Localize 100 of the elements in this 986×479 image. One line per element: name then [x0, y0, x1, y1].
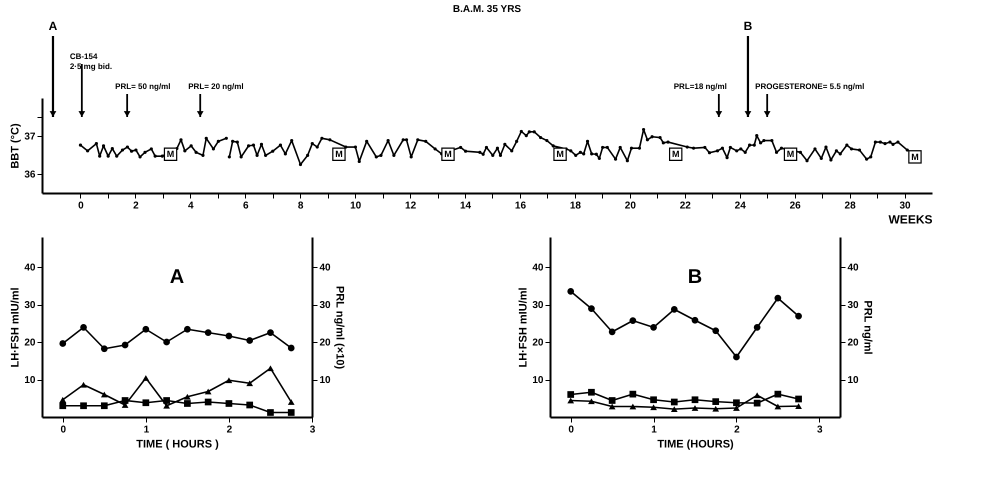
x-axis-title: TIME ( HOURS )	[136, 438, 220, 450]
chart-title: B.A.M. 35 YRS	[452, 4, 522, 15]
point	[100, 402, 108, 410]
y-tick-label: 30	[532, 300, 544, 311]
x-tick-label: 1	[651, 424, 658, 436]
point	[650, 404, 657, 410]
x-tick-label: 0	[60, 424, 66, 436]
point	[712, 327, 720, 334]
point	[608, 397, 616, 404]
x-tick-label: 10	[350, 200, 362, 212]
point	[163, 397, 170, 404]
x-tick-label: 0	[568, 424, 574, 436]
point	[100, 392, 108, 398]
point	[226, 400, 232, 407]
y2-tick-label: 20	[848, 338, 860, 348]
y-tick-label: 30	[24, 300, 36, 311]
x-tick-label: 3	[310, 424, 316, 436]
point	[567, 398, 574, 404]
point	[754, 400, 760, 406]
point	[267, 329, 274, 336]
point	[692, 396, 698, 404]
x-tick-label: 0	[78, 200, 84, 212]
x-tick-label: 8	[298, 200, 304, 212]
annotation: M	[672, 149, 680, 160]
point	[80, 402, 87, 410]
point	[184, 326, 191, 333]
point	[754, 324, 760, 331]
point	[142, 375, 150, 381]
x-tick-label: 16	[514, 200, 526, 212]
y-tick-label: 10	[24, 375, 36, 386]
point	[692, 316, 698, 324]
annotation: M	[556, 149, 564, 160]
point	[246, 337, 254, 344]
point	[588, 398, 595, 404]
point	[288, 409, 295, 416]
point	[650, 324, 657, 331]
y2-tick-label: 20	[320, 338, 332, 348]
x-tick-label: 22	[680, 200, 692, 212]
point	[142, 399, 150, 406]
y2-tick-label: 40	[320, 262, 332, 274]
y-tick-label: 20	[24, 338, 36, 348]
point	[204, 388, 212, 394]
point	[246, 402, 254, 408]
point	[122, 397, 128, 404]
point	[733, 399, 740, 406]
y2-axis-title: PRL ng/ml	[862, 300, 874, 355]
point	[59, 340, 66, 347]
point	[267, 409, 274, 416]
point	[630, 390, 636, 398]
point	[733, 354, 740, 360]
y-axis-title: LH·FSH mIU/ml	[517, 287, 530, 368]
point	[733, 405, 740, 411]
point	[795, 312, 802, 320]
point	[267, 365, 274, 372]
y-tick-label: 20	[532, 338, 544, 348]
x-axis-title: WEEKS	[888, 212, 932, 226]
point	[670, 306, 678, 313]
ref-line-label: A	[48, 19, 58, 33]
point	[608, 328, 616, 336]
annotation: M	[786, 149, 794, 160]
annotation: M	[444, 149, 452, 160]
point	[567, 288, 574, 295]
point	[712, 398, 720, 405]
point	[795, 403, 802, 410]
point	[567, 391, 574, 398]
point	[163, 402, 170, 409]
point	[184, 400, 191, 407]
y2-tick-label: 10	[320, 375, 332, 386]
x-tick-label: 2	[133, 200, 140, 212]
x-tick-label: 30	[899, 200, 912, 212]
point	[226, 377, 232, 384]
point	[246, 380, 254, 386]
x-tick-label: 1	[144, 424, 150, 436]
annotation: M	[335, 149, 343, 160]
point	[795, 396, 802, 402]
ref-line-label: CB-154 2·5 mg bid.	[70, 52, 112, 71]
x-tick-label: 12	[405, 200, 417, 212]
point	[226, 332, 232, 340]
point	[630, 317, 636, 324]
point	[650, 396, 657, 404]
y-axis-title: BBT (°C)	[9, 123, 22, 169]
point	[774, 294, 782, 302]
y-tick-label: 40	[532, 262, 544, 274]
text: A	[170, 266, 184, 288]
point	[204, 398, 212, 406]
y2-tick-label: 10	[848, 375, 860, 386]
y-tick-label: 10	[532, 375, 544, 386]
point	[142, 326, 150, 333]
point	[754, 392, 760, 398]
y2-axis-title: PRL ng/ml (×10)	[334, 286, 346, 370]
y2-tick-label: 30	[320, 300, 332, 311]
x-tick-label: 26	[790, 200, 802, 212]
point	[774, 404, 782, 410]
x-tick-label: 2	[734, 424, 740, 436]
x-tick-label: 28	[844, 200, 856, 212]
y-tick-label: 36	[24, 170, 36, 180]
point	[122, 342, 128, 348]
x-tick-label: 14	[460, 200, 472, 212]
point	[59, 402, 66, 410]
point	[588, 305, 595, 312]
